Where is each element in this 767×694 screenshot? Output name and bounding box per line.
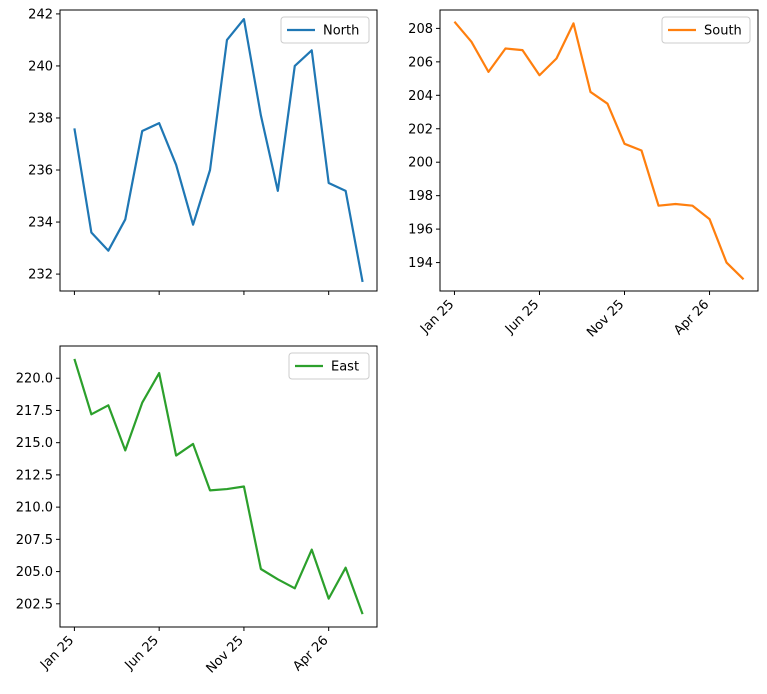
y-tick-label: 220.0: [16, 372, 53, 387]
x-tick-label: Jun 25: [502, 297, 542, 337]
x-tick-label: Jun 25: [122, 633, 162, 673]
x-tick-label: Nov 25: [204, 633, 247, 676]
axes-frame: [59, 9, 378, 292]
legend-box: [280, 16, 370, 44]
y-tick-label: 212.5: [16, 468, 53, 483]
y-tick-label: 202: [408, 122, 433, 137]
x-tick-label: Jan 25: [417, 297, 457, 337]
axes-frame: [439, 9, 759, 292]
series-line-north: [73, 18, 364, 283]
legend: South: [661, 16, 751, 44]
legend-label: North: [323, 24, 359, 39]
x-tick-label: Apr 26: [671, 297, 712, 338]
y-tick-label: 205.0: [16, 565, 53, 580]
x-tick-label: Jan 25: [37, 633, 77, 673]
subplot-2: 194 196 198 200 202 204 206 208 Jan 25 Jun 25 Nov …: [408, 9, 759, 340]
x-tick-label: Nov 25: [584, 297, 627, 340]
legend-label: South: [704, 24, 742, 39]
y-tick-label: 236: [28, 164, 53, 179]
subplot-3: 202.5 205.0 207.5 210.0 212.5 215.0 217.5 220.0…: [16, 345, 378, 676]
series-line-east: [73, 358, 364, 615]
y-tick-label: 215.0: [16, 436, 53, 451]
subplot-1: 232 234 236 238 240 242 North: [28, 7, 378, 295]
y-tick-label: 238: [28, 111, 53, 126]
y-tick-label: 242: [28, 7, 53, 22]
y-tick-label: 208: [408, 22, 433, 37]
series-line-south: [453, 20, 745, 281]
legend: East: [288, 352, 370, 380]
y-tick-label: 194: [408, 256, 433, 271]
y-tick-label: 198: [408, 189, 433, 204]
y-tick-label: 200: [408, 156, 433, 171]
legend: North: [280, 16, 370, 44]
y-tick-label: 240: [28, 59, 53, 74]
y-tick-label: 206: [408, 55, 433, 70]
y-tick-label: 207.5: [16, 533, 53, 548]
y-tick-label: 196: [408, 223, 433, 238]
y-tick-label: 232: [28, 268, 53, 283]
y-tick-label: 204: [408, 89, 433, 104]
legend-box: [288, 352, 370, 380]
x-tick-label: Apr 26: [290, 633, 331, 674]
legend-label: East: [331, 360, 359, 375]
y-tick-label: 202.5: [16, 597, 53, 612]
y-tick-label: 234: [28, 216, 53, 231]
legend-box: [661, 16, 751, 44]
axes-frame: [59, 345, 378, 628]
y-tick-label: 217.5: [16, 404, 53, 419]
y-tick-label: 210.0: [16, 501, 53, 516]
